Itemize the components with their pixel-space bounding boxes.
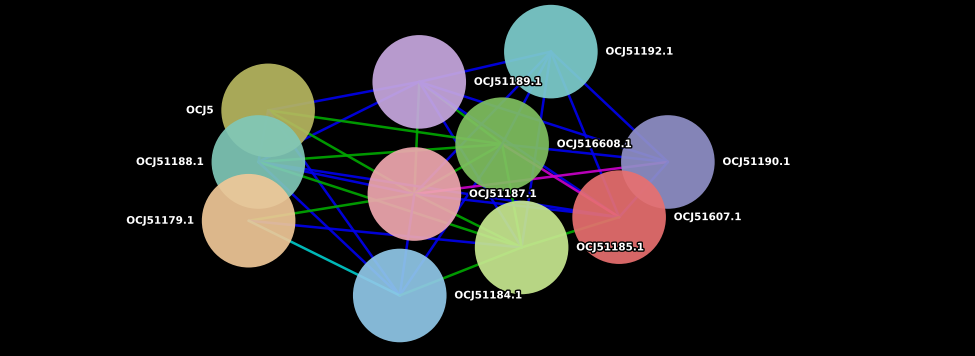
Text: OCJ51190.1: OCJ51190.1 xyxy=(722,157,790,167)
Text: OCJ51607.1: OCJ51607.1 xyxy=(674,212,742,222)
Text: OCJ51185.1: OCJ51185.1 xyxy=(576,242,644,252)
Ellipse shape xyxy=(212,115,305,209)
Text: OCJ516608.1: OCJ516608.1 xyxy=(557,139,632,149)
Text: OCJ5: OCJ5 xyxy=(186,105,214,115)
Text: OCJ51179.1: OCJ51179.1 xyxy=(127,216,194,226)
Text: OCJ51184.1: OCJ51184.1 xyxy=(454,290,523,300)
Ellipse shape xyxy=(572,171,666,264)
Ellipse shape xyxy=(504,5,598,98)
Ellipse shape xyxy=(621,115,715,209)
Text: OCJ51189.1: OCJ51189.1 xyxy=(474,77,541,87)
Ellipse shape xyxy=(368,147,461,241)
Ellipse shape xyxy=(202,174,295,267)
Ellipse shape xyxy=(221,64,315,157)
Ellipse shape xyxy=(353,249,447,342)
Text: OCJ51192.1: OCJ51192.1 xyxy=(605,47,673,57)
Ellipse shape xyxy=(475,201,568,294)
Text: OCJ51188.1: OCJ51188.1 xyxy=(136,157,204,167)
Ellipse shape xyxy=(455,98,549,191)
Ellipse shape xyxy=(372,35,466,129)
Text: OCJ51187.1: OCJ51187.1 xyxy=(469,189,537,199)
